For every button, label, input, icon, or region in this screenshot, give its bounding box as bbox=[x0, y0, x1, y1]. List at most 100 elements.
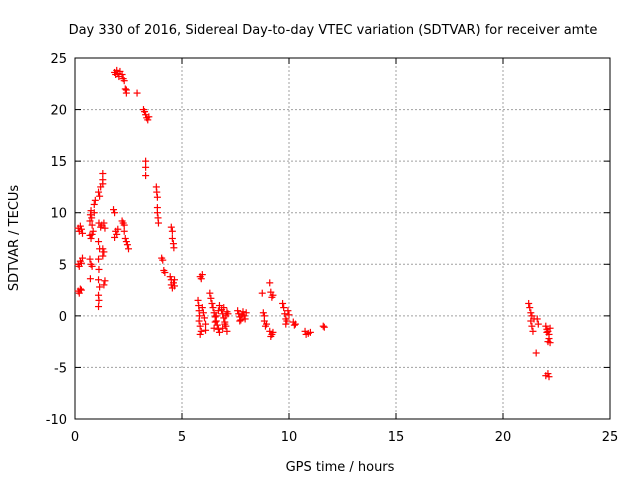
data-point bbox=[235, 310, 243, 318]
data-point bbox=[306, 328, 314, 336]
data-point bbox=[120, 77, 128, 85]
data-point bbox=[145, 113, 153, 121]
data-point bbox=[114, 225, 122, 233]
data-marks bbox=[74, 66, 554, 381]
data-point bbox=[125, 245, 132, 253]
data-point bbox=[214, 325, 222, 333]
y-tick-label: -10 bbox=[46, 413, 67, 428]
data-point bbox=[242, 309, 250, 317]
data-point bbox=[88, 214, 96, 222]
data-point bbox=[123, 241, 131, 249]
data-point bbox=[208, 299, 216, 307]
data-point bbox=[221, 320, 229, 328]
data-point bbox=[532, 349, 540, 357]
data-point bbox=[542, 322, 550, 330]
chart-title: Day 330 of 2016, Sidereal Day-to-day VTE… bbox=[69, 23, 598, 38]
data-point bbox=[166, 273, 174, 281]
x-axis-label: GPS time / hours bbox=[286, 460, 395, 475]
data-point bbox=[153, 209, 161, 217]
data-point bbox=[528, 322, 536, 330]
data-point bbox=[154, 219, 162, 227]
data-point bbox=[95, 303, 103, 311]
data-point bbox=[95, 296, 103, 304]
data-point bbox=[122, 86, 130, 94]
data-point bbox=[86, 255, 94, 263]
data-point bbox=[171, 276, 179, 284]
data-point bbox=[99, 170, 107, 178]
data-point bbox=[525, 299, 533, 307]
data-point bbox=[89, 227, 97, 235]
y-tick-label: 15 bbox=[50, 155, 67, 170]
data-point bbox=[95, 276, 103, 284]
data-point bbox=[285, 311, 293, 319]
data-point bbox=[144, 116, 152, 124]
data-point bbox=[282, 320, 290, 328]
data-point bbox=[220, 304, 228, 312]
data-point bbox=[170, 244, 178, 252]
data-point bbox=[543, 328, 551, 336]
data-point bbox=[319, 322, 327, 330]
data-point bbox=[219, 324, 227, 332]
data-point bbox=[120, 227, 128, 235]
data-point bbox=[527, 309, 535, 317]
tick-layer: 0 5 10 15 20 25 -10 -5 0 5 10 15 20 25 bbox=[46, 52, 619, 445]
data-point bbox=[207, 294, 215, 302]
data-point bbox=[546, 324, 554, 332]
y-tick-label: -5 bbox=[54, 361, 67, 376]
data-point bbox=[533, 315, 541, 323]
data-point bbox=[167, 223, 175, 231]
data-point bbox=[199, 309, 207, 317]
data-point bbox=[95, 188, 103, 196]
x-tick-label: 25 bbox=[602, 430, 619, 445]
x-tick-label: 0 bbox=[71, 430, 79, 445]
data-point bbox=[534, 320, 542, 328]
data-point bbox=[234, 307, 242, 315]
data-point bbox=[194, 296, 202, 304]
data-point bbox=[215, 302, 223, 310]
data-point bbox=[214, 307, 222, 315]
data-point bbox=[78, 229, 86, 237]
data-point bbox=[196, 322, 204, 330]
data-point bbox=[545, 335, 553, 343]
data-point bbox=[169, 279, 177, 287]
data-point bbox=[76, 222, 84, 230]
data-point bbox=[141, 108, 149, 116]
data-point bbox=[90, 209, 98, 217]
data-point bbox=[100, 248, 108, 256]
data-point bbox=[544, 370, 552, 378]
data-point bbox=[161, 269, 169, 277]
data-point bbox=[526, 304, 534, 312]
data-point bbox=[110, 206, 118, 214]
y-axis-label: SDTVAR / TECUs bbox=[7, 185, 22, 292]
data-point bbox=[86, 275, 94, 283]
data-point bbox=[99, 180, 107, 188]
data-point bbox=[206, 289, 214, 297]
data-point bbox=[198, 304, 206, 312]
data-point bbox=[281, 310, 289, 318]
data-point bbox=[258, 289, 266, 297]
y-tick-label: 25 bbox=[50, 52, 67, 67]
data-point bbox=[215, 328, 223, 336]
data-point bbox=[198, 271, 206, 279]
data-point bbox=[197, 327, 205, 335]
grid-layer bbox=[75, 58, 610, 419]
data-point bbox=[111, 209, 119, 217]
data-point bbox=[236, 317, 244, 325]
data-point bbox=[76, 285, 84, 293]
data-point bbox=[77, 259, 85, 267]
data-point bbox=[78, 254, 86, 262]
data-point bbox=[263, 320, 271, 328]
data-point bbox=[211, 318, 219, 326]
data-point bbox=[118, 71, 126, 79]
data-point bbox=[99, 252, 107, 260]
data-point bbox=[260, 312, 268, 320]
data-point bbox=[197, 275, 205, 283]
data-point bbox=[210, 324, 218, 332]
data-point bbox=[96, 283, 104, 291]
data-point bbox=[120, 221, 128, 229]
data-point bbox=[224, 310, 232, 318]
data-point bbox=[266, 279, 274, 287]
data-point bbox=[168, 227, 176, 235]
data-point bbox=[284, 307, 292, 315]
